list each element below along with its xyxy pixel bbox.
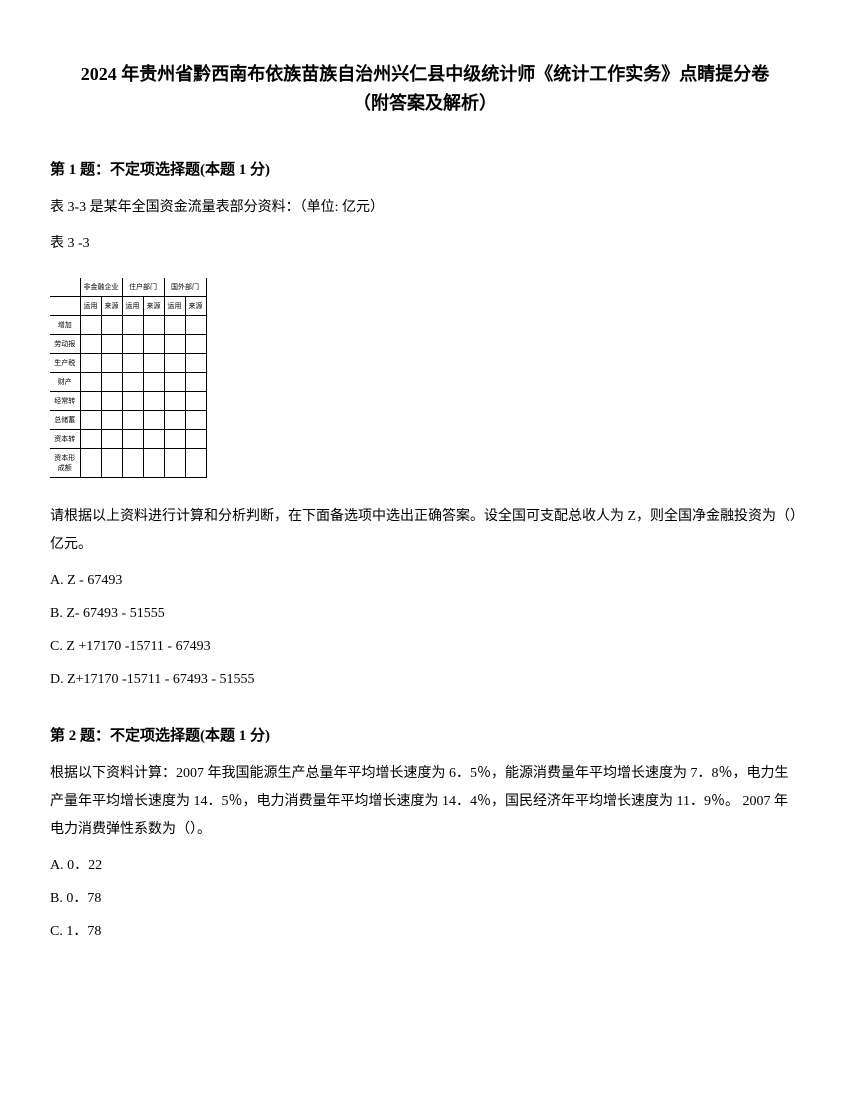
q1-text1: 表 3-3 是某年全国资金流量表部分资料：（单位: 亿元） bbox=[50, 194, 800, 222]
q1-option-b: B. Z- 67493 - 51555 bbox=[50, 600, 800, 628]
document-title: 2024 年贵州省黔西南布依族苗族自治州兴仁县中级统计师《统计工作实务》点睛提分… bbox=[50, 60, 800, 118]
q2-text: 根据以下资料计算：2007 年我国能源生产总量年平均增长速度为 6．5％，能源消… bbox=[50, 760, 800, 844]
q2-option-c: C. 1．78 bbox=[50, 918, 800, 946]
q1-option-c: C. Z +17170 -15711 - 67493 bbox=[50, 633, 800, 661]
data-table: 非金融企业 住户部门 国外部门 运用 来源 运用 来源 运用 来源 增加 劳动报… bbox=[50, 278, 207, 478]
q1-option-d: D. Z+17170 -15711 - 67493 - 51555 bbox=[50, 666, 800, 694]
q1-option-a: A. Z - 67493 bbox=[50, 567, 800, 595]
title-line-2: （附答案及解析） bbox=[50, 89, 800, 118]
q1-header: 第 1 题：不定项选择题(本题 1 分) bbox=[50, 158, 800, 179]
q2-option-a: A. 0．22 bbox=[50, 852, 800, 880]
q2-option-b: B. 0．78 bbox=[50, 885, 800, 913]
q1-text2: 表 3 -3 bbox=[50, 230, 800, 258]
title-line-1: 2024 年贵州省黔西南布依族苗族自治州兴仁县中级统计师《统计工作实务》点睛提分… bbox=[50, 60, 800, 89]
q1-prompt: 请根据以上资料进行计算和分析判断，在下面备选项中选出正确答案。设全国可支配总收人… bbox=[50, 503, 800, 559]
q2-header: 第 2 题：不定项选择题(本题 1 分) bbox=[50, 724, 800, 745]
